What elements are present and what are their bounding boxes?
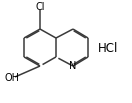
Text: HCl: HCl [98, 42, 118, 55]
Text: N: N [69, 61, 77, 71]
Text: OH: OH [4, 73, 20, 83]
Text: Cl: Cl [35, 2, 45, 12]
